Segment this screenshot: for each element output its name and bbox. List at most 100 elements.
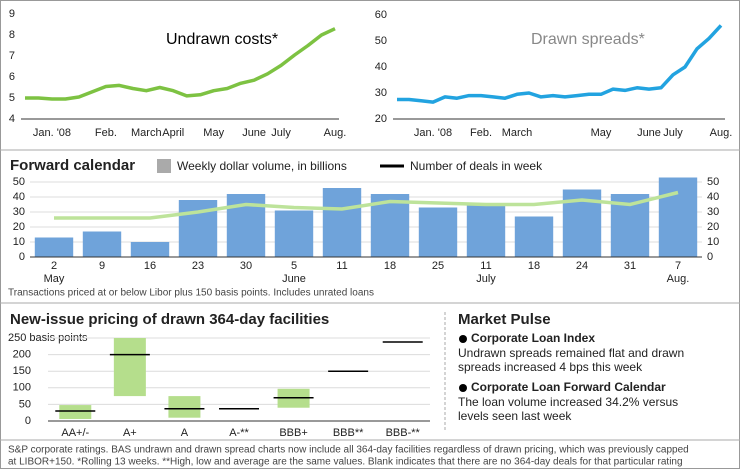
- x-tick-label: May: [203, 127, 224, 139]
- bar: [274, 210, 314, 257]
- x-tick-label: BBB**: [333, 427, 364, 439]
- footnote: S&P corporate ratings. BAS undrawn and d…: [8, 445, 689, 456]
- chart-title: Drawn spreads*: [531, 31, 645, 48]
- x-tick-label: June: [242, 127, 266, 139]
- bullet: [459, 335, 467, 343]
- x-tick-label: 30: [240, 260, 252, 272]
- y-tick-label: 20: [375, 113, 387, 125]
- x-tick-label: Jan. '08: [33, 127, 71, 139]
- y-tick-label: 10: [13, 236, 25, 248]
- y-tick-label: 50: [707, 176, 719, 188]
- legend-label: Weekly dollar volume, in billions: [177, 159, 347, 173]
- y-tick-label: 200: [13, 349, 31, 361]
- x-tick-label: Feb.: [470, 127, 492, 139]
- x-tick-label: Aug.: [710, 127, 733, 139]
- x-tick-label: BBB+: [279, 427, 307, 439]
- x-tick-label: Jan. '08: [414, 127, 452, 139]
- x-tick-label: 16: [144, 260, 156, 272]
- chart-title: New-issue pricing of drawn 364-day facil…: [10, 311, 329, 328]
- x-tick-label: 18: [528, 260, 540, 272]
- x-tick-label: March: [502, 127, 533, 139]
- x-tick-label: A-**: [229, 427, 249, 439]
- chart-title: Undrawn costs*: [166, 31, 278, 48]
- y-tick-label: 8: [9, 29, 15, 41]
- x-tick-label: BBB-**: [386, 427, 421, 439]
- y-tick-label: 100: [13, 382, 31, 394]
- x-month-label: June: [282, 273, 306, 285]
- x-tick-label: A+: [123, 427, 137, 439]
- item-heading: Corporate Loan Forward Calendar: [471, 380, 666, 394]
- y-tick-label: 6: [9, 71, 15, 83]
- range-box: [168, 396, 201, 418]
- range-box: [59, 405, 92, 420]
- y-tick-label: 40: [707, 191, 719, 203]
- y-tick-label: 250 basis points: [8, 332, 88, 344]
- y-tick-label: 0: [19, 251, 25, 263]
- x-tick-label: 11: [480, 260, 491, 272]
- bullet: [459, 384, 467, 392]
- y-tick-label: 4: [9, 113, 15, 125]
- bar: [34, 237, 74, 257]
- x-tick-label: 2: [51, 260, 57, 272]
- legend-swatch: [157, 159, 171, 173]
- x-tick-label: A: [181, 427, 189, 439]
- bar: [658, 177, 698, 257]
- x-tick-label: May: [591, 127, 612, 139]
- footnote: at LIBOR+150. *Rolling 13 weeks. **High,…: [8, 457, 683, 468]
- range-box: [113, 338, 146, 397]
- y-tick-label: 9: [9, 8, 15, 20]
- x-tick-label: March: [131, 127, 162, 139]
- x-tick-label: July: [663, 127, 683, 139]
- bar: [130, 242, 170, 257]
- x-tick-label: 23: [192, 260, 204, 272]
- x-tick-label: April: [162, 127, 184, 139]
- bar: [322, 188, 362, 257]
- x-tick-label: Aug.: [324, 127, 347, 139]
- item-text: spreads increased 4 bps this week: [458, 360, 643, 374]
- x-tick-label: AA+/-: [61, 427, 89, 439]
- bar: [466, 204, 506, 257]
- x-tick-label: July: [271, 127, 291, 139]
- y-tick-label: 50: [13, 176, 25, 188]
- y-tick-label: 0: [25, 415, 31, 427]
- item-heading: Corporate Loan Index: [471, 331, 595, 345]
- y-tick-label: 30: [13, 206, 25, 218]
- x-tick-label: 11: [336, 260, 347, 272]
- y-tick-label: 10: [707, 236, 719, 248]
- y-tick-label: 5: [9, 92, 15, 104]
- y-tick-label: 30: [375, 87, 387, 99]
- x-tick-label: 24: [576, 260, 588, 272]
- y-tick-label: 0: [707, 251, 713, 263]
- bar: [418, 207, 458, 257]
- y-tick-label: 60: [375, 9, 387, 21]
- legend-label: Number of deals in week: [410, 159, 543, 173]
- x-tick-label: 31: [624, 260, 636, 272]
- item-text: The loan volume increased 34.2% versus: [458, 395, 678, 409]
- line: [397, 24, 723, 104]
- y-tick-label: 40: [13, 191, 25, 203]
- x-tick-label: 5: [291, 260, 297, 272]
- x-tick-label: Feb.: [95, 127, 117, 139]
- line: [54, 190, 679, 220]
- line: [25, 27, 336, 101]
- y-tick-label: 7: [9, 50, 15, 62]
- x-tick-label: 18: [384, 260, 396, 272]
- chart-note: Transactions priced at or below Libor pl…: [8, 288, 374, 299]
- y-tick-label: 50: [19, 398, 31, 410]
- x-tick-label: 7: [675, 260, 681, 272]
- y-tick-label: 40: [375, 61, 387, 73]
- y-tick-label: 20: [13, 221, 25, 233]
- y-tick-label: 150: [13, 365, 31, 377]
- x-month-label: July: [476, 273, 496, 285]
- x-tick-label: June: [637, 127, 661, 139]
- x-tick-label: 9: [99, 260, 105, 272]
- y-tick-label: 50: [375, 35, 387, 47]
- item-text: Undrawn spreads remained flat and drawn: [458, 346, 684, 360]
- y-tick-label: 20: [707, 221, 719, 233]
- item-text: levels seen last week: [458, 409, 572, 423]
- x-month-label: May: [44, 273, 65, 285]
- x-tick-label: 25: [432, 260, 444, 272]
- chart-title: Forward calendar: [10, 157, 135, 174]
- y-tick-label: 30: [707, 206, 719, 218]
